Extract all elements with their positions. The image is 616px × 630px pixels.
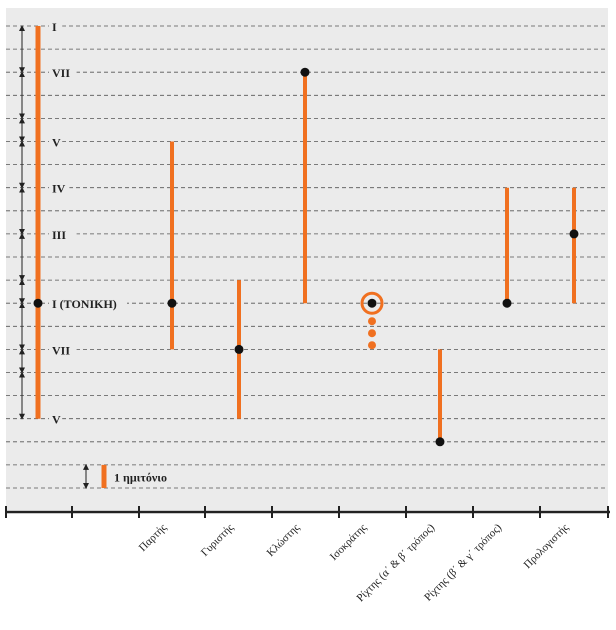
isokratis-dot bbox=[368, 341, 376, 350]
x-axis bbox=[5, 506, 610, 518]
degree-label: V bbox=[52, 136, 61, 150]
degree-label-bg bbox=[49, 133, 63, 149]
voice-dot bbox=[435, 437, 445, 447]
voice-dot bbox=[367, 298, 377, 308]
voice-dot bbox=[234, 344, 244, 354]
degree-labels: I VII V IV III I (ΤΟΝΙΚΗ) VII V bbox=[49, 18, 127, 427]
voice-ranges bbox=[167, 67, 579, 447]
degree-label: VII bbox=[52, 343, 70, 357]
full-scale-bar bbox=[33, 26, 43, 419]
degree-label-bg bbox=[49, 64, 77, 80]
voice-name-label: Κλώστης bbox=[265, 521, 303, 559]
degree-label-bg bbox=[49, 295, 127, 311]
degree-label-bg bbox=[49, 341, 77, 357]
voice-dot bbox=[167, 298, 177, 308]
voice-dot bbox=[502, 298, 512, 308]
degree-label-bg bbox=[49, 410, 63, 426]
legend-label: 1 ημιτόνιο bbox=[114, 470, 167, 484]
voice-name-label: Ρίχτης (β΄ & γ΄ τρόπος) bbox=[422, 521, 504, 603]
degree-label: VII bbox=[52, 66, 70, 80]
degree-label-bg bbox=[49, 179, 70, 195]
legend: 1 ημιτόνιο bbox=[83, 463, 167, 489]
voice-ring bbox=[360, 291, 384, 315]
degree-label: IV bbox=[52, 182, 66, 196]
voice-name-label: Ισοκράτης bbox=[328, 521, 370, 563]
isokratis-dot bbox=[368, 329, 376, 338]
isokratis-dot bbox=[368, 317, 376, 326]
tonic-dot bbox=[33, 298, 43, 308]
degree-label-bg bbox=[49, 225, 77, 241]
voice-dot bbox=[300, 67, 310, 77]
voice-name-label: Προλογιστής bbox=[522, 521, 572, 571]
degree-label: V bbox=[52, 413, 61, 427]
degree-label-bg bbox=[49, 18, 63, 33]
voice-dot bbox=[569, 229, 579, 239]
degree-label: I (ΤΟΝΙΚΗ) bbox=[52, 297, 117, 311]
degree-label: III bbox=[52, 228, 66, 242]
voice-name-label: Γυριστής bbox=[199, 521, 237, 559]
voice-name-label: Παρτής bbox=[137, 521, 170, 554]
degree-label: I bbox=[52, 20, 57, 34]
